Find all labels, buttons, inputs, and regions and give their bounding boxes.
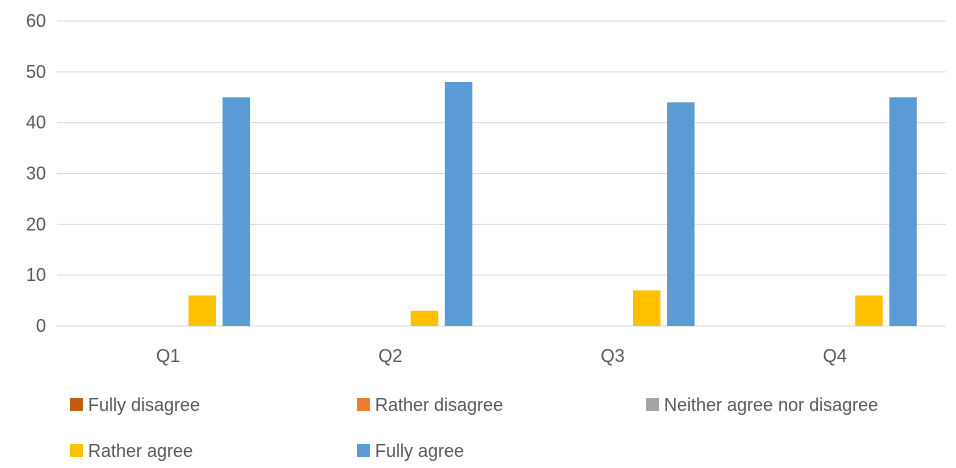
legend-label: Fully disagree <box>88 395 200 415</box>
bar-rather-agree-q4 <box>855 295 883 326</box>
legend: Fully disagree Rather disagree Neither agr… <box>70 395 878 461</box>
bar-rather-agree-q3 <box>632 290 661 326</box>
legend-item-rather-agree: Rather agree <box>70 441 193 461</box>
legend-label: Neither agree nor disagree <box>664 395 878 415</box>
y-tick-label: 50 <box>26 62 46 82</box>
bar-fully-agree-q4 <box>889 97 917 326</box>
legend-swatch <box>646 398 659 411</box>
bars <box>188 82 917 326</box>
bar-fully-agree-q2 <box>444 82 473 326</box>
legend-swatch <box>70 444 83 457</box>
y-axis-tick-labels: 0 10 20 30 40 50 60 <box>26 11 46 336</box>
legend-swatch <box>357 398 370 411</box>
legend-label: Fully agree <box>375 441 464 461</box>
legend-swatch <box>70 398 83 411</box>
bar-rather-agree-q2 <box>410 310 439 326</box>
gridlines <box>57 20 946 327</box>
y-tick-label: 30 <box>26 164 46 184</box>
legend-swatch <box>357 444 370 457</box>
legend-label: Rather agree <box>88 441 193 461</box>
y-tick-label: 0 <box>36 316 46 336</box>
y-tick-label: 40 <box>26 113 46 133</box>
bar-fully-agree-q3 <box>667 102 695 326</box>
x-tick-label: Q1 <box>156 346 180 366</box>
x-tick-label: Q3 <box>601 346 625 366</box>
x-axis-tick-labels: Q1 Q2 Q3 Q4 <box>156 346 847 366</box>
legend-item-neither-agree-nor-disagree: Neither agree nor disagree <box>646 395 878 415</box>
y-tick-label: 20 <box>26 214 46 234</box>
legend-item-fully-disagree: Fully disagree <box>70 395 200 415</box>
bar-rather-agree-q1 <box>188 295 216 326</box>
x-tick-label: Q4 <box>823 346 847 366</box>
y-tick-label: 10 <box>26 265 46 285</box>
x-tick-label: Q2 <box>378 346 402 366</box>
y-tick-label: 60 <box>26 11 46 31</box>
legend-item-rather-disagree: Rather disagree <box>357 395 503 415</box>
legend-item-fully-agree: Fully agree <box>357 441 464 461</box>
legend-label: Rather disagree <box>375 395 503 415</box>
bar-fully-agree-q1 <box>222 97 251 326</box>
